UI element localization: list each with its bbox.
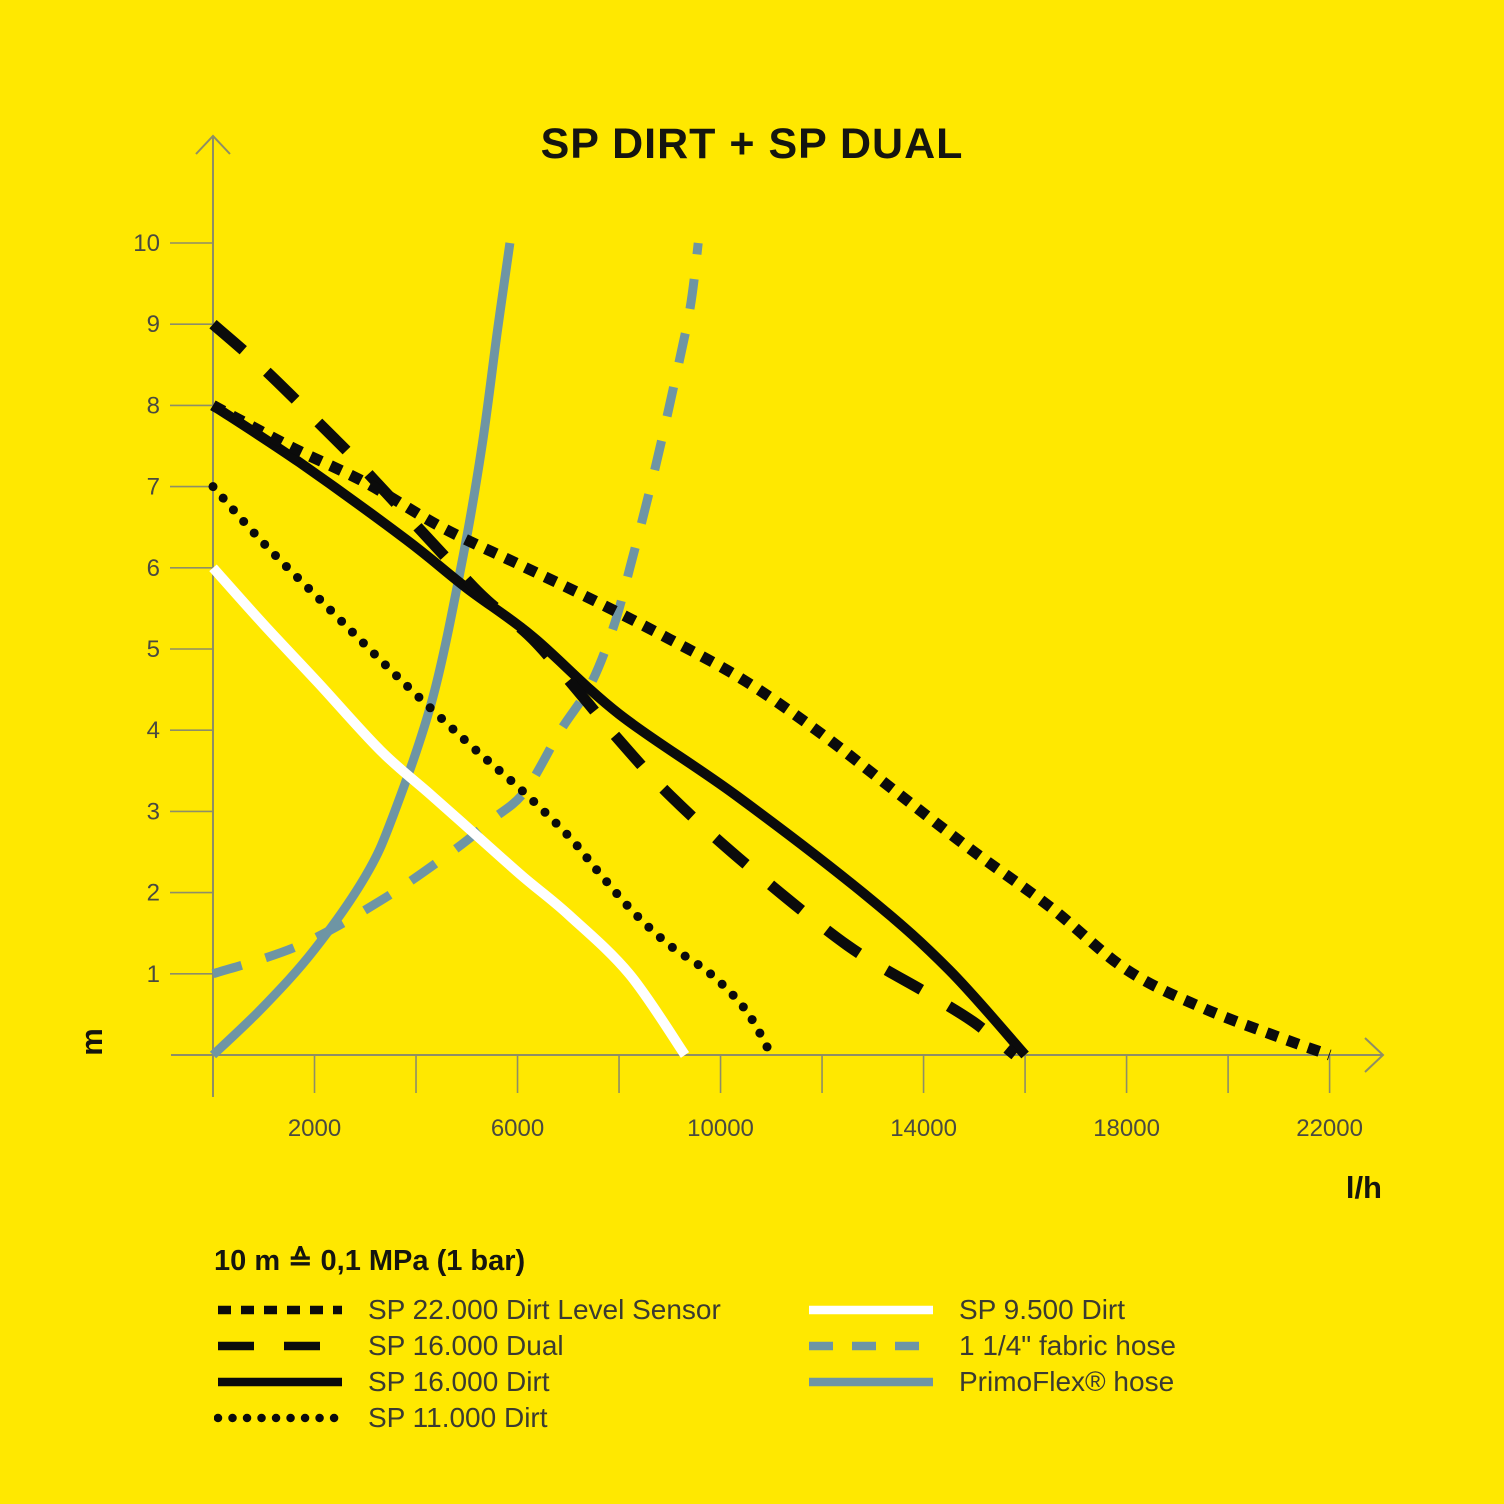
x-tick-label: 22000 [1296,1115,1363,1142]
legend-item-label: SP 16.000 Dual [368,1330,564,1361]
legend-item: SP 22.000 Dirt Level Sensor [214,1292,721,1328]
x-axis-arrow-icon [1364,1037,1385,1073]
legend-item: SP 9.500 Dirt [805,1292,1176,1328]
curve-sp-16-000-dual [209,320,1019,1060]
legend-right-column: SP 9.500 Dirt 1 1/4" fabric hose PrimoFlex… [805,1292,1176,1400]
legend-line-sample-sp-9-500-dirt [809,1305,933,1315]
y-tick-label: 6 [147,555,160,582]
y-axis-unit-label: m [74,1028,109,1056]
y-tick-label: 4 [147,717,160,744]
conversion-note: 10 m ≙ 0,1 MPa (1 bar) [214,1245,526,1277]
curve-1-1-4-fabric-hose [211,242,703,979]
legend-item: SP 16.000 Dirt [214,1364,721,1400]
legend-item: PrimoFlex® hose [805,1364,1176,1400]
legend-item: 1 1/4" fabric hose [805,1328,1176,1364]
y-tick-label: 9 [147,311,160,338]
legend-item: SP 16.000 Dual [214,1328,721,1364]
x-axis-unit-label: l/h [1345,1170,1382,1205]
y-tick-label: 3 [147,798,160,825]
y-tick-label: 10 [133,230,160,257]
legend-line-sample-sp-16-000-dual [218,1341,342,1351]
y-tick-label: 5 [147,636,160,663]
y-tick-label: 2 [147,880,160,907]
legend-item-label: SP 9.500 Dirt [959,1294,1126,1325]
legend-item-label: SP 16.000 Dirt [368,1366,550,1397]
legend-left-column: SP 22.000 Dirt Level Sensor SP 16.000 Dua… [214,1292,721,1436]
legend-line-sample-sp-22-000-dirt-level-sensor [218,1305,342,1315]
y-tick-label: 8 [147,392,160,419]
chart-title: SP DIRT + SP DUAL [540,120,964,168]
y-axis-arrow-icon [195,134,231,155]
x-tick-label: 6000 [491,1115,544,1142]
legend-item-label: SP 22.000 Dirt Level Sensor [368,1294,721,1325]
y-tick-label: 7 [147,474,160,501]
x-tick-label: 18000 [1093,1115,1160,1142]
legend-line-sample-primoflex-hose [809,1377,933,1387]
x-tick-label: 14000 [890,1115,957,1142]
x-tick-label: 10000 [687,1115,754,1142]
curve-sp-22-000-dirt-level-sensor [210,400,1332,1061]
legend-line-sample-sp-16-000-dirt [218,1377,342,1387]
legend-item-label: 1 1/4" fabric hose [959,1330,1176,1361]
legend-item-label: SP 11.000 Dirt [368,1402,548,1433]
legend-line-sample-1-1-4-fabric-hose [809,1341,933,1351]
x-tick-label: 2000 [288,1115,341,1142]
y-tick-label: 1 [147,961,160,988]
legend-item: SP 11.000 Dirt [214,1400,721,1436]
curve-sp-9-500-dirt [209,564,690,1058]
curve-primoflex-hose [209,242,515,1059]
curve-sp-16-000-dirt [210,401,1029,1059]
legend-item-label: PrimoFlex® hose [959,1366,1175,1397]
legend-line-sample-sp-11-000-dirt [214,1413,346,1423]
